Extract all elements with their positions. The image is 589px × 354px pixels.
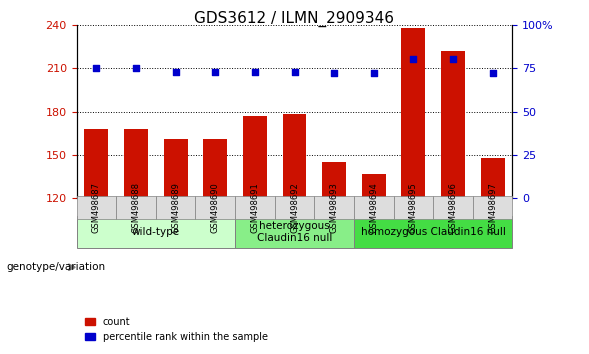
Bar [196, 25, 235, 198]
Point [329, 70, 339, 76]
FancyBboxPatch shape [354, 196, 393, 219]
Bar [441, 51, 465, 198]
FancyBboxPatch shape [116, 196, 156, 219]
Bar [283, 114, 306, 198]
Text: GSM498691: GSM498691 [250, 183, 259, 233]
Bar [433, 25, 473, 198]
Bar [393, 25, 433, 198]
FancyBboxPatch shape [393, 196, 433, 219]
Text: GSM498687: GSM498687 [92, 182, 101, 234]
Point [409, 57, 418, 62]
Text: heterozygous
Claudin16 null: heterozygous Claudin16 null [257, 221, 332, 243]
Point [250, 69, 260, 74]
Point [290, 69, 299, 74]
Text: GSM498689: GSM498689 [171, 183, 180, 233]
Text: GSM498694: GSM498694 [369, 183, 378, 233]
Legend: count, percentile rank within the sample: count, percentile rank within the sample [81, 313, 272, 346]
Point [131, 65, 141, 71]
Text: GSM498696: GSM498696 [448, 183, 458, 233]
Text: genotype/variation: genotype/variation [6, 262, 105, 272]
Bar [235, 25, 274, 198]
FancyBboxPatch shape [473, 196, 512, 219]
FancyBboxPatch shape [196, 196, 235, 219]
FancyBboxPatch shape [433, 196, 473, 219]
Bar [164, 139, 187, 198]
Text: GSM498693: GSM498693 [330, 183, 339, 233]
Point [369, 70, 379, 76]
Point [92, 65, 101, 71]
Bar [402, 28, 425, 198]
FancyBboxPatch shape [235, 216, 354, 248]
Bar [124, 129, 148, 198]
Text: GSM498697: GSM498697 [488, 183, 497, 233]
Bar [274, 25, 315, 198]
Text: GSM498690: GSM498690 [211, 183, 220, 233]
Bar [84, 129, 108, 198]
Point [171, 69, 180, 74]
Bar [116, 25, 156, 198]
FancyBboxPatch shape [274, 196, 315, 219]
Bar [77, 25, 116, 198]
Text: GSM498688: GSM498688 [131, 182, 141, 234]
Text: homozygous Claudin16 null: homozygous Claudin16 null [360, 227, 505, 237]
Point [448, 57, 458, 62]
Bar [322, 162, 346, 198]
Bar [362, 174, 386, 198]
Bar [156, 25, 196, 198]
FancyBboxPatch shape [77, 216, 235, 248]
Text: GSM498695: GSM498695 [409, 183, 418, 233]
Bar [203, 139, 227, 198]
FancyBboxPatch shape [156, 196, 196, 219]
FancyBboxPatch shape [315, 196, 354, 219]
Text: GSM498692: GSM498692 [290, 183, 299, 233]
Point [210, 69, 220, 74]
Bar [481, 158, 505, 198]
Text: wild-type: wild-type [132, 227, 180, 237]
Point [488, 70, 497, 76]
Bar [315, 25, 354, 198]
FancyBboxPatch shape [77, 196, 116, 219]
Text: GDS3612 / ILMN_2909346: GDS3612 / ILMN_2909346 [194, 11, 395, 27]
FancyBboxPatch shape [354, 216, 512, 248]
Bar [354, 25, 393, 198]
Bar [473, 25, 512, 198]
FancyBboxPatch shape [235, 196, 274, 219]
Bar [243, 116, 267, 198]
